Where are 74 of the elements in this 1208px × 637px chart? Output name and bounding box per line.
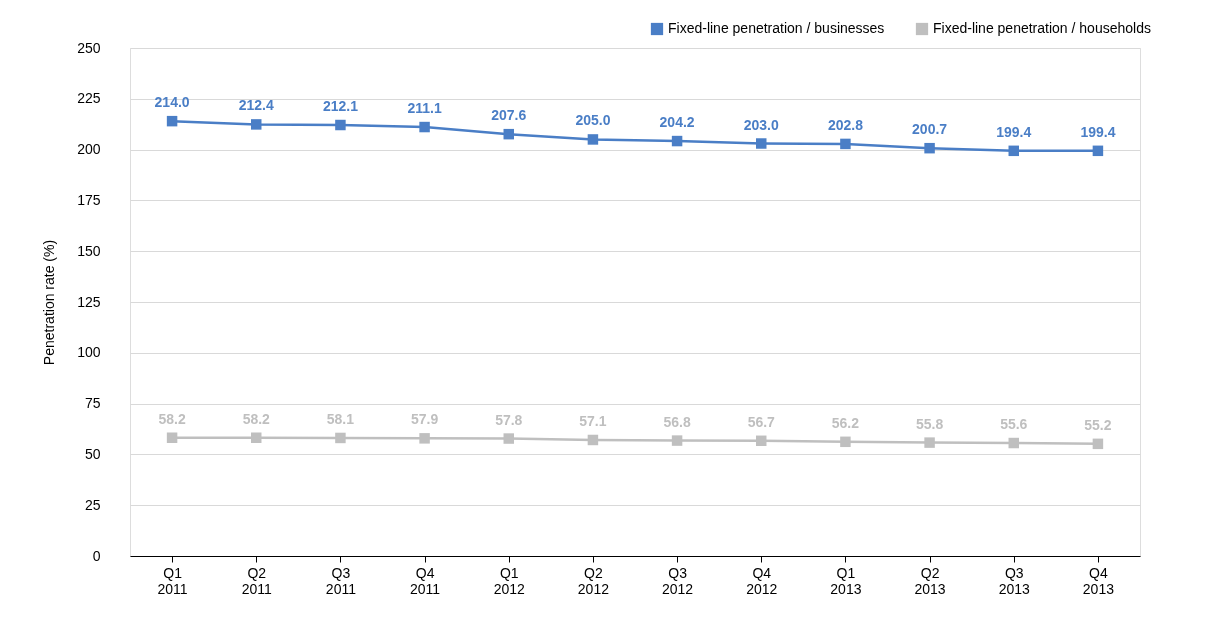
- data-label: 207.6: [491, 107, 527, 124]
- point: [840, 138, 851, 150]
- point: [924, 437, 935, 448]
- point: [1008, 145, 1019, 157]
- point: [587, 134, 599, 145]
- y-tick-label: 250: [77, 39, 101, 56]
- y-tick-label: 125: [77, 293, 101, 310]
- legend-label: Fixed-line penetration / households: [933, 20, 1151, 36]
- point: [419, 121, 430, 133]
- point: [840, 436, 851, 448]
- data-label: 55.6: [1000, 416, 1028, 433]
- y-axis-title: Penetration rate (%): [41, 239, 58, 366]
- point: [671, 135, 683, 147]
- point: [1092, 438, 1104, 450]
- data-label: 211.1: [407, 100, 442, 117]
- point: [251, 119, 262, 130]
- point: [335, 119, 346, 131]
- point: [503, 433, 514, 444]
- data-label: 203.0: [743, 116, 779, 133]
- data-label: 58.2: [242, 410, 271, 427]
- y-tick-label: 150: [77, 242, 101, 259]
- data-label: 57.1: [579, 412, 607, 429]
- point: [503, 128, 514, 140]
- x-tick-label: Q4 2013: [1082, 564, 1115, 597]
- x-tick-label: Q1 2013: [830, 564, 862, 597]
- y-tick-label: 100: [77, 344, 101, 361]
- x-tick-label: Q1 2012: [493, 564, 526, 597]
- data-label: 56.8: [663, 413, 691, 430]
- data-label: 199.4: [996, 123, 1032, 140]
- data-label: 200.7: [912, 121, 948, 138]
- point: [587, 434, 599, 446]
- data-label: 205.0: [575, 112, 611, 129]
- point: [1008, 437, 1019, 449]
- data-label: 56.7: [747, 413, 776, 430]
- y-tick-label: 225: [77, 90, 101, 107]
- point: [756, 138, 767, 149]
- point: [924, 142, 935, 154]
- y-tick-label: 0: [92, 547, 101, 564]
- data-label: 56.2: [831, 414, 860, 431]
- point: [335, 432, 346, 444]
- point: [671, 435, 683, 446]
- x-tick-label: Q2 2013: [914, 564, 946, 597]
- y-tick-label: 200: [77, 141, 101, 158]
- data-label: 202.8: [827, 116, 864, 133]
- y-tick-label: 75: [84, 395, 101, 412]
- x-tick-label: Q2 2012: [577, 564, 610, 597]
- legend-label: Fixed-line penetration / businesses: [668, 20, 885, 36]
- x-tick-label: Q4 2012: [746, 564, 778, 597]
- x-tick-label: Q3 2013: [998, 564, 1031, 597]
- data-label: 57.9: [410, 411, 439, 428]
- data-label: 204.2: [659, 114, 695, 131]
- point: [166, 115, 178, 127]
- data-label: 212.1: [322, 98, 359, 115]
- data-label: 55.8: [915, 415, 944, 432]
- point: [1092, 145, 1104, 157]
- data-label: 57.8: [495, 411, 523, 428]
- x-tick-label: Q4 2011: [410, 564, 441, 597]
- data-label: 214.0: [154, 94, 190, 111]
- x-tick-label: Q3 2012: [662, 564, 694, 597]
- x-tick-label: Q3 2011: [325, 564, 357, 597]
- y-tick-label: 25: [84, 496, 101, 513]
- data-label: 55.2: [1084, 416, 1112, 433]
- point: [251, 432, 262, 443]
- point: [166, 432, 178, 443]
- y-tick-label: 175: [77, 191, 101, 208]
- point: [756, 435, 767, 447]
- point: [419, 433, 430, 444]
- x-tick-label: Q1 2011: [157, 564, 188, 597]
- y-tick-label: 50: [84, 445, 101, 462]
- data-label: 212.4: [238, 97, 274, 114]
- data-label: 199.4: [1080, 123, 1116, 140]
- data-label: 58.1: [326, 410, 355, 427]
- data-label: 58.2: [158, 410, 186, 427]
- x-tick-label: Q2 2011: [241, 564, 273, 597]
